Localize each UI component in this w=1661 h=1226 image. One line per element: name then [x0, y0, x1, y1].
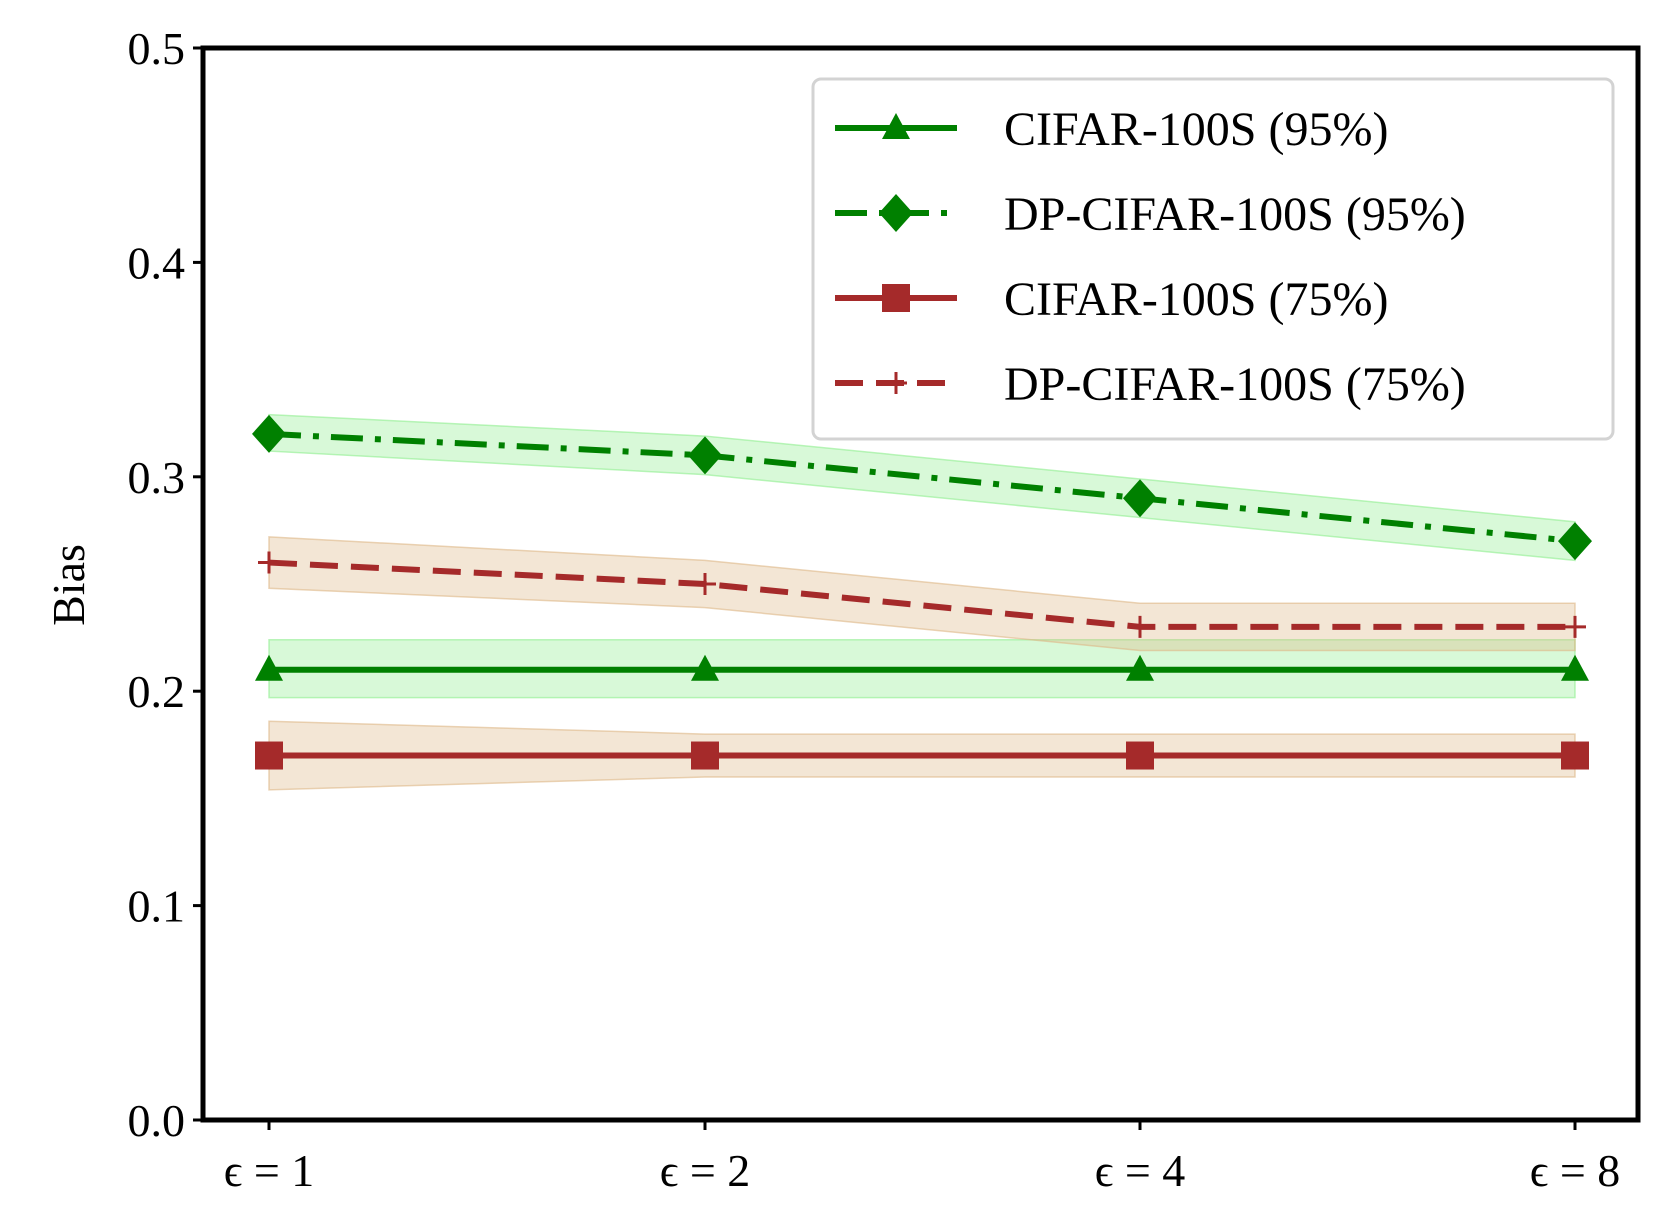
y-tick-label: 0.5 — [128, 23, 186, 74]
y-tick-label: 0.0 — [128, 1095, 186, 1146]
x-tick-label: ϵ = 4 — [1095, 1145, 1186, 1196]
band-series-4 — [268, 536, 1576, 652]
marker-series-1-point-1 — [255, 654, 283, 681]
x-tick-label: ϵ = 2 — [660, 1145, 751, 1196]
y-tick-label: 0.1 — [128, 881, 186, 932]
marker-series-4-point-2 — [694, 573, 716, 595]
marker-series-2-point-1 — [252, 414, 286, 453]
x-tick-label: ϵ = 8 — [1530, 1145, 1621, 1196]
series-markers — [252, 414, 1592, 770]
legend-marker-4 — [885, 372, 907, 394]
marker-series-4-point-3 — [1129, 615, 1151, 638]
y-tick-label: 0.2 — [128, 666, 186, 717]
legend: CIFAR-100S (95%) DP-CIFAR-100S (95%) CIFAR… — [811, 77, 1615, 441]
confidence-bands — [268, 413, 1576, 791]
legend-label-4: DP-CIFAR-100S (75%) — [1004, 358, 1466, 411]
series-lines — [268, 430, 1576, 759]
legend-box — [811, 77, 1615, 441]
marker-series-3-point-2 — [691, 741, 719, 770]
marker-series-2-point-2 — [688, 436, 722, 475]
plot-frame — [200, 45, 1641, 1123]
legend-label-3: CIFAR-100S (75%) — [1004, 273, 1388, 326]
legend-label-1: CIFAR-100S (95%) — [1004, 103, 1388, 156]
marker-series-1-point-4 — [1561, 654, 1589, 681]
x-tick-label: ϵ = 1 — [224, 1145, 315, 1196]
marker-series-4-point-4 — [1564, 615, 1586, 638]
y-axis: 0.0 0.1 0.2 0.3 0.4 0.5 — [128, 23, 203, 1146]
legend-marker-1 — [882, 113, 910, 139]
y-axis-label: Bias — [43, 544, 94, 626]
legend-label-2: DP-CIFAR-100S (95%) — [1004, 188, 1466, 241]
marker-series-3-point-4 — [1561, 741, 1589, 770]
y-tick-label: 0.4 — [128, 237, 186, 288]
line-series-4 — [268, 559, 1575, 630]
marker-series-3-point-1 — [255, 741, 283, 770]
x-axis: ϵ = 1 ϵ = 2 ϵ = 4 ϵ = 8 — [224, 1120, 1621, 1196]
legend-marker-2 — [879, 194, 913, 232]
marker-series-4-point-1 — [258, 551, 280, 574]
marker-series-3-point-3 — [1126, 741, 1154, 770]
marker-series-2-point-4 — [1558, 522, 1592, 561]
y-tick-label: 0.3 — [128, 452, 186, 503]
marker-series-1-point-2 — [691, 654, 719, 681]
legend-marker-3 — [882, 284, 910, 312]
marker-series-2-point-3 — [1123, 479, 1157, 518]
marker-series-1-point-3 — [1126, 654, 1154, 681]
